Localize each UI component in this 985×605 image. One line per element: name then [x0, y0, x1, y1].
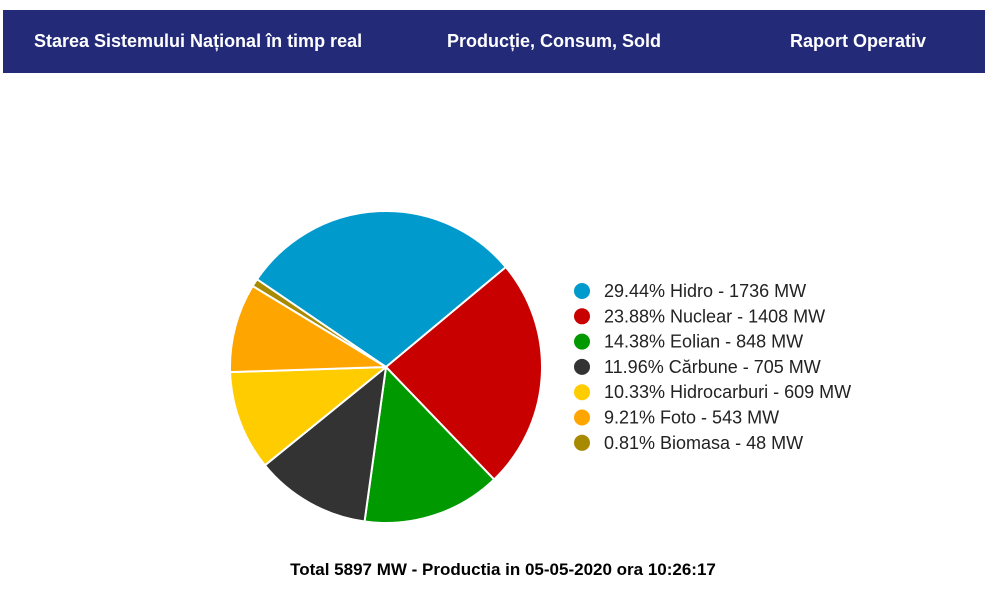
pie-slice-hidrocarburi[interactable] [229, 366, 387, 467]
legend-marker [574, 384, 590, 401]
legend-label: 10.33% Hidrocarburi - 609 MW [604, 382, 851, 402]
legend-marker [574, 358, 590, 375]
pie-slice-hidro[interactable] [255, 210, 507, 368]
legend-item[interactable]: 9.21% Foto - 543 MW [574, 408, 779, 428]
legend-item[interactable]: 29.44% Hidro - 1736 MW [574, 281, 806, 301]
pie-slice-eolian[interactable] [363, 366, 496, 524]
legend-marker [574, 434, 590, 451]
legend-marker [574, 409, 590, 426]
nav-link-operational-report[interactable]: Raport Operativ [790, 31, 927, 51]
nav-link-production-consumption-balance[interactable]: Producție, Consum, Sold [447, 31, 662, 51]
legend-label: 9.21% Foto - 543 MW [604, 408, 779, 428]
nav-link-national-system-status[interactable]: Starea Sistemului Național în timp real [34, 31, 363, 51]
legend-item[interactable]: 10.33% Hidrocarburi - 609 MW [574, 382, 851, 402]
top-nav-bar: Starea Sistemului Național în timp real … [3, 10, 985, 73]
legend-label: 23.88% Nuclear - 1408 MW [604, 306, 825, 326]
pie-slice-c-rbune[interactable] [263, 366, 387, 523]
legend-label: 29.44% Hidro - 1736 MW [604, 281, 806, 301]
legend-item[interactable]: 14.38% Eolian - 848 MW [574, 332, 803, 352]
pie-slice-biomasa[interactable] [251, 278, 387, 368]
legend-item[interactable]: 11.96% Cărbune - 705 MW [574, 357, 821, 377]
pie-slice-foto[interactable] [229, 285, 387, 374]
legend-label: 14.38% Eolian - 848 MW [604, 332, 803, 352]
legend-item[interactable]: 0.81% Biomasa - 48 MW [574, 433, 803, 453]
total-production-footer: Total 5897 MW - Productia in 05-05-2020 … [290, 560, 716, 579]
pie-slice-nuclear[interactable] [385, 266, 543, 481]
legend-marker [574, 283, 590, 299]
chart-legend: 29.44% Hidro - 1736 MW 23.88% Nuclear - 1… [574, 281, 851, 453]
legend-marker [574, 333, 590, 350]
legend-item[interactable]: 23.88% Nuclear - 1408 MW [574, 306, 825, 326]
legend-label: 0.81% Biomasa - 48 MW [604, 433, 803, 453]
legend-marker [574, 308, 590, 325]
legend-label: 11.96% Cărbune - 705 MW [604, 357, 821, 377]
pie-slices [229, 210, 543, 524]
